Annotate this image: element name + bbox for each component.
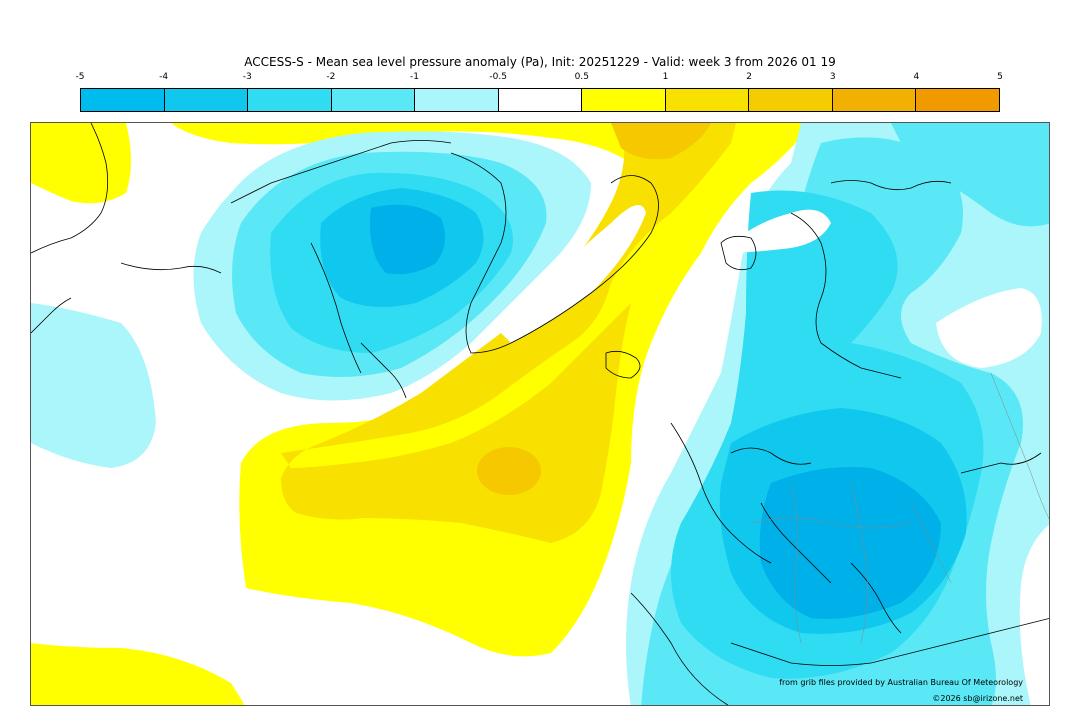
near-zero-areas xyxy=(501,205,1049,705)
colorbar-swatch xyxy=(665,89,750,111)
colorbar-tick-label: -3 xyxy=(242,72,252,82)
colorbar-swatch xyxy=(749,89,833,111)
colorbar-tick-label: -1 xyxy=(410,72,420,82)
colorbar-tick-label: -0.5 xyxy=(489,72,507,82)
colorbar-swatch xyxy=(832,89,917,111)
colorbar-swatch xyxy=(164,89,249,111)
country-borders xyxy=(750,372,1049,644)
map-canvas xyxy=(31,123,1049,705)
coastlines xyxy=(31,123,1049,705)
anomaly-map: from grib files provided by Australian B… xyxy=(30,122,1050,706)
colorbar-tick-label: 5 xyxy=(997,72,1003,82)
negative-anomaly-fields xyxy=(31,123,1049,705)
colorbar-swatch xyxy=(916,89,1000,111)
colorbar-tick-label: -2 xyxy=(326,72,336,82)
colorbar-swatch xyxy=(331,89,416,111)
colorbar-ticks: -5 -4 -3 -2 -1 -0.5 0.5 1 2 3 4 5 xyxy=(76,72,1003,86)
colorbar-tick-label: 2 xyxy=(746,72,752,82)
source-credit: from grib files provided by Australian B… xyxy=(779,678,1023,687)
colorbar-legend xyxy=(80,88,1000,112)
colorbar-swatch xyxy=(582,89,666,111)
copyright-credit: ©2026 sb@irizone.net xyxy=(932,694,1023,703)
colorbar-tick-label: 3 xyxy=(829,72,836,82)
map-title: ACCESS-S - Mean sea level pressure anoma… xyxy=(244,55,836,69)
colorbar-tick-label: 1 xyxy=(662,72,669,82)
colorbar-swatch xyxy=(498,89,583,111)
colorbar-swatch xyxy=(415,89,499,111)
colorbar-tick-label: -5 xyxy=(75,72,85,82)
colorbar-tick-label: 4 xyxy=(913,72,920,82)
colorbar-tick-label: -4 xyxy=(159,72,169,82)
colorbar-swatch xyxy=(81,89,165,111)
colorbar-tick-label: 0.5 xyxy=(574,72,589,82)
colorbar-swatch xyxy=(248,89,332,111)
